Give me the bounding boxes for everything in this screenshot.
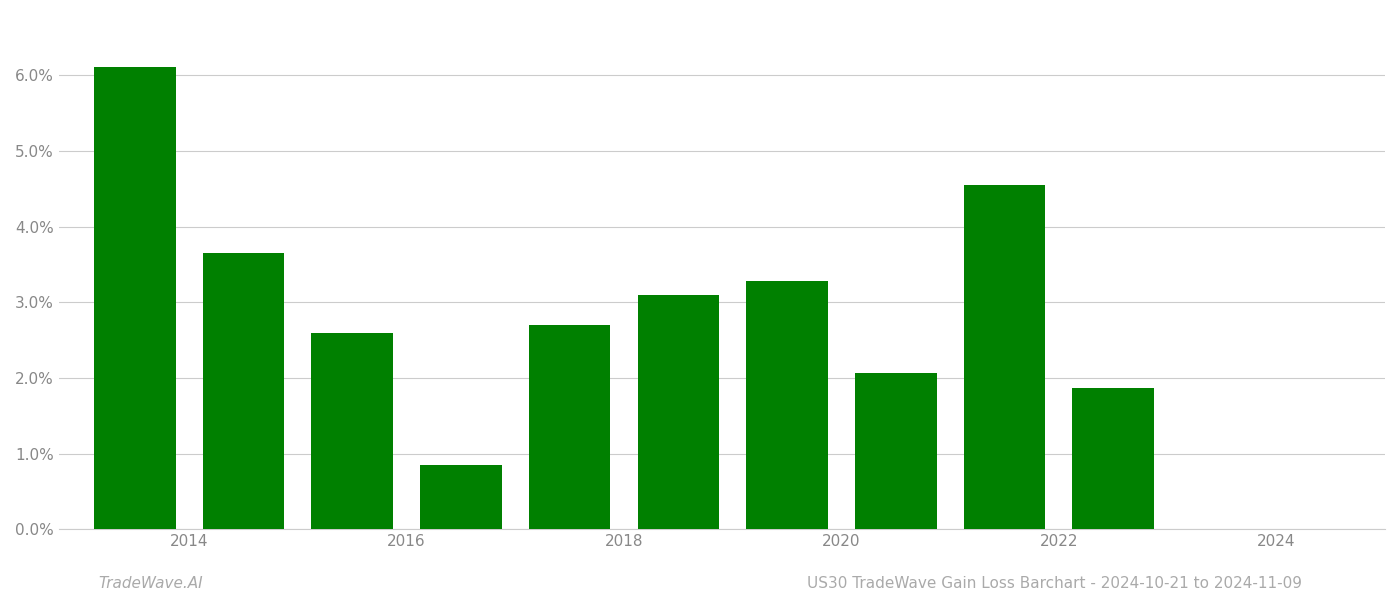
Bar: [420, 465, 501, 529]
Bar: [746, 281, 827, 529]
Text: US30 TradeWave Gain Loss Barchart - 2024-10-21 to 2024-11-09: US30 TradeWave Gain Loss Barchart - 2024…: [806, 576, 1302, 591]
Bar: [311, 332, 393, 529]
Bar: [203, 253, 284, 529]
Bar: [1072, 388, 1154, 529]
Bar: [855, 373, 937, 529]
Bar: [529, 325, 610, 529]
Bar: [963, 185, 1046, 529]
Bar: [94, 67, 175, 529]
Text: TradeWave.AI: TradeWave.AI: [98, 576, 203, 591]
Bar: [637, 295, 720, 529]
